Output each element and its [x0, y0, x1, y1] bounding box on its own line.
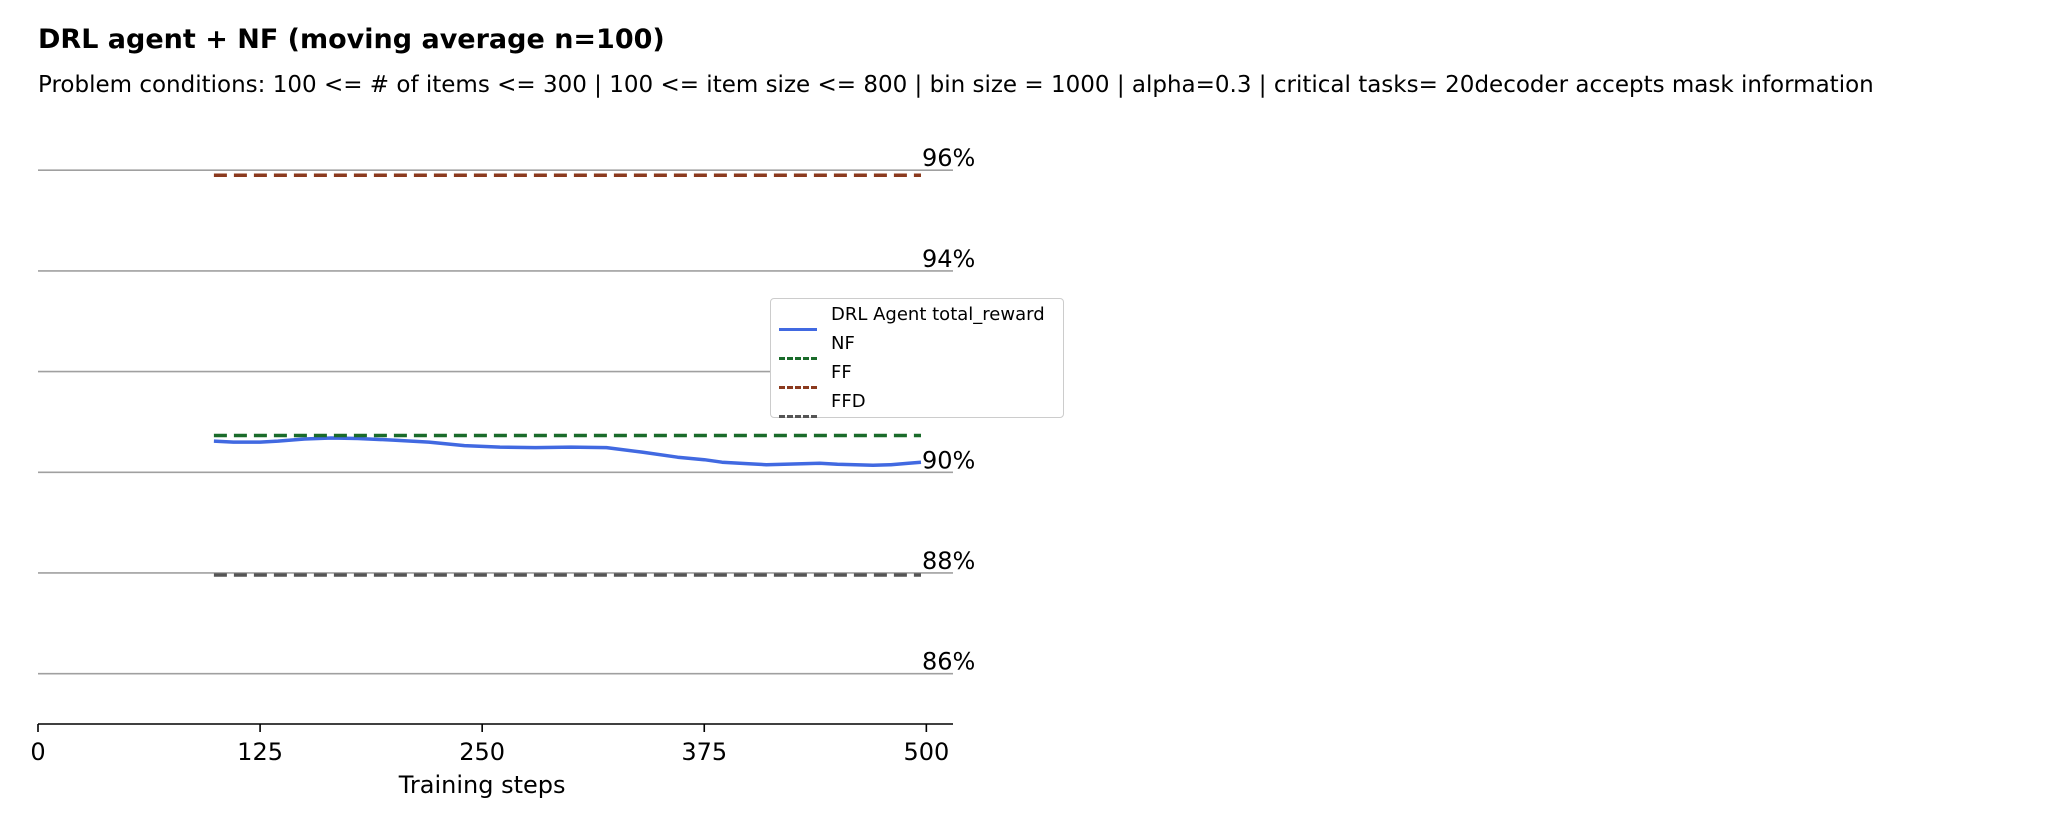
legend-label: FFD	[831, 391, 866, 412]
chart-subtitle: Problem conditions: 100 <= # of items <=…	[38, 72, 1874, 98]
legend-label: FF	[831, 362, 852, 383]
x-tick-label: 500	[903, 738, 949, 766]
y-tick-label: 96%	[922, 144, 975, 172]
series-lines	[213, 173, 922, 577]
y-tick-label: 88%	[922, 547, 975, 575]
y-tick-label: 94%	[922, 245, 975, 273]
x-axis: 0 125 250 375 500 Training steps	[30, 723, 953, 799]
legend-swatch	[779, 327, 817, 331]
x-tick-label: 125	[237, 738, 283, 766]
x-tick-label: 375	[681, 738, 727, 766]
legend-swatch	[779, 385, 817, 389]
legend-swatch	[779, 414, 817, 418]
legend-swatch	[779, 356, 817, 360]
legend: DRL Agent total_reward NF FF FFD	[770, 298, 1064, 418]
x-axis-title: Training steps	[398, 771, 566, 799]
series-line-drl-agent-total-reward	[213, 436, 922, 467]
legend-label: NF	[831, 333, 855, 354]
chart-title: DRL agent + NF (moving average n=100)	[38, 24, 665, 55]
x-tick-label: 250	[459, 738, 505, 766]
y-tick-label: 86%	[922, 648, 975, 676]
y-tick-label: 90%	[922, 446, 975, 474]
x-tick-label: 0	[30, 738, 45, 766]
legend-label: DRL Agent total_reward	[831, 304, 1045, 325]
gridlines: 86% 88% 90% 94% 96%	[38, 144, 975, 676]
